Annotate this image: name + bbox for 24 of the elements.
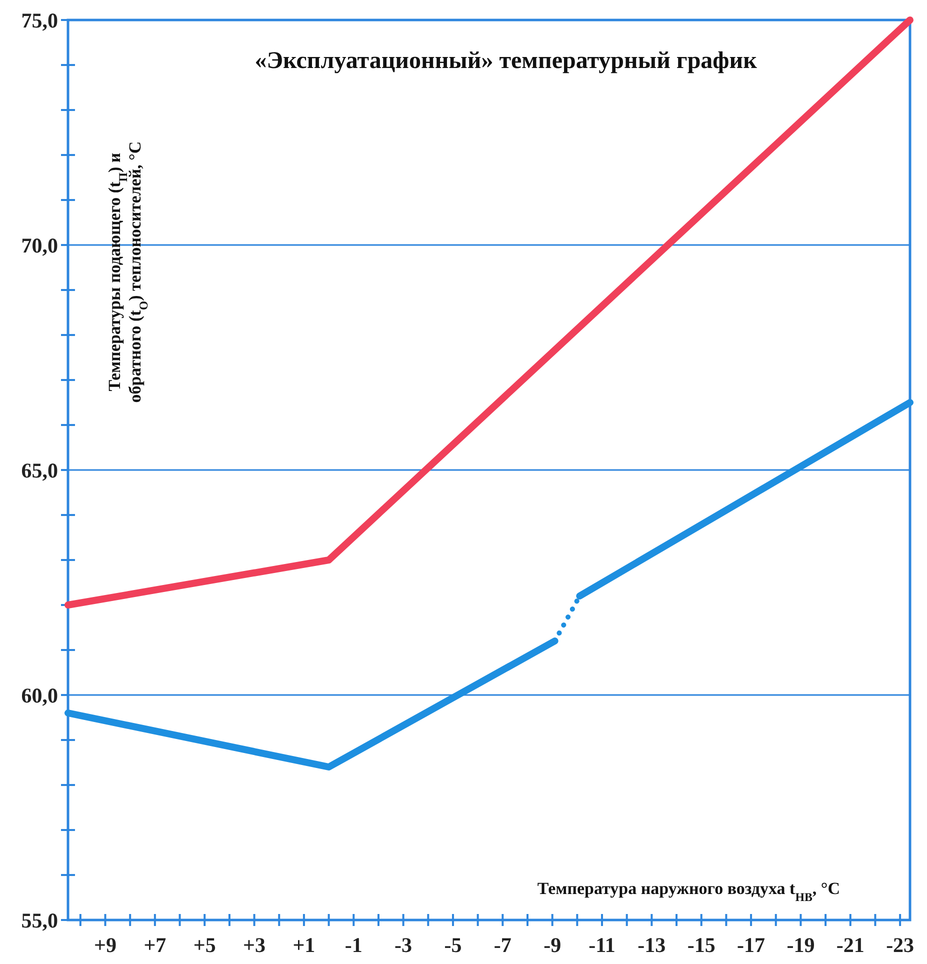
x-tick-label: -17 (737, 933, 766, 957)
x-tick-label: -23 (886, 933, 914, 957)
x-axis-title: Температура наружного воздуха t$_{НВ}$, °С (537, 879, 840, 904)
x-tick-label: -7 (494, 933, 512, 957)
x-tick-label: -1 (344, 933, 362, 957)
y-tick-label: 70,0 (21, 233, 58, 258)
x-tick-label: +9 (94, 933, 116, 957)
x-tick-label: -9 (544, 933, 562, 957)
text: «Эксплуатационный» температурный график (254, 48, 758, 74)
x-tick-label: -5 (444, 933, 462, 957)
x-tick-label: -3 (394, 933, 412, 957)
y-tick-label: 60,0 (21, 683, 58, 708)
x-tick-label: -21 (836, 933, 864, 957)
x-tick-label: -13 (638, 933, 666, 957)
y-tick-label: 65,0 (21, 458, 58, 482)
x-tick-label: +1 (292, 933, 316, 957)
x-tick-label: -15 (687, 933, 716, 957)
x-tick-label: -19 (786, 933, 815, 957)
y-tick-label: 75,0 (21, 8, 58, 32)
x-tick-label: +7 (144, 933, 166, 957)
y-tick-label: 55,0 (21, 908, 58, 932)
x-tick-label: +5 (193, 933, 216, 957)
x-tick-label: +3 (243, 933, 266, 957)
x-tick-label: -11 (588, 933, 616, 957)
